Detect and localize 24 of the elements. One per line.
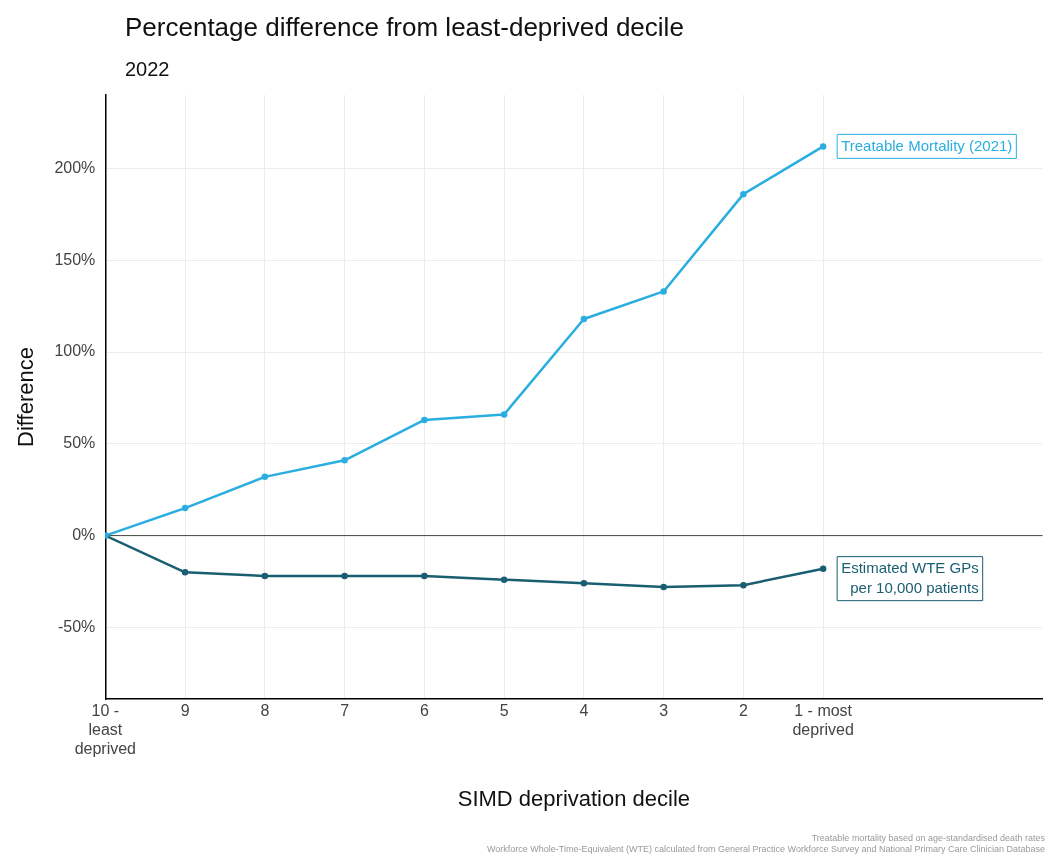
x-tick-label: 10 - least deprived [74,702,137,758]
series-label: Estimated WTE GPs per 10,000 patients [841,558,979,596]
y-tick-label: 150% [54,250,96,268]
y-axis-title: Difference [13,347,39,447]
x-tick-label: 4 [579,702,589,720]
y-tick-label: -50% [57,617,96,635]
x-tick-label: 8 [260,702,270,720]
x-tick-label: 3 [659,702,669,720]
x-tick-label: 5 [499,702,509,720]
y-tick-label: 100% [54,342,96,360]
y-tick-label: 50% [63,434,96,452]
chart-subtitle: 2022 [125,58,170,81]
x-tick-label: 9 [180,702,190,720]
x-tick-label: 7 [340,702,350,720]
text: Workforce Whole-Time-Equivalent (WTE) calculated from General Practice Workforce Survey and National Primary Care Clinician Database [486,844,1045,855]
x-tick-label: 1 - most deprived [792,702,854,739]
text: Treatable mortality based on age-standardised death rates [810,833,1045,844]
x-tick-label: 2 [738,702,748,720]
x-axis-title: SIMD deprivation decile [457,785,691,811]
chart-title: Percentage difference from least-deprived decile [125,12,684,43]
x-tick-label: 6 [419,702,429,720]
y-tick-label: 0% [72,526,96,544]
series-label: Treatable Mortality (2021) [841,136,1013,154]
y-tick-label: 200% [54,158,96,176]
